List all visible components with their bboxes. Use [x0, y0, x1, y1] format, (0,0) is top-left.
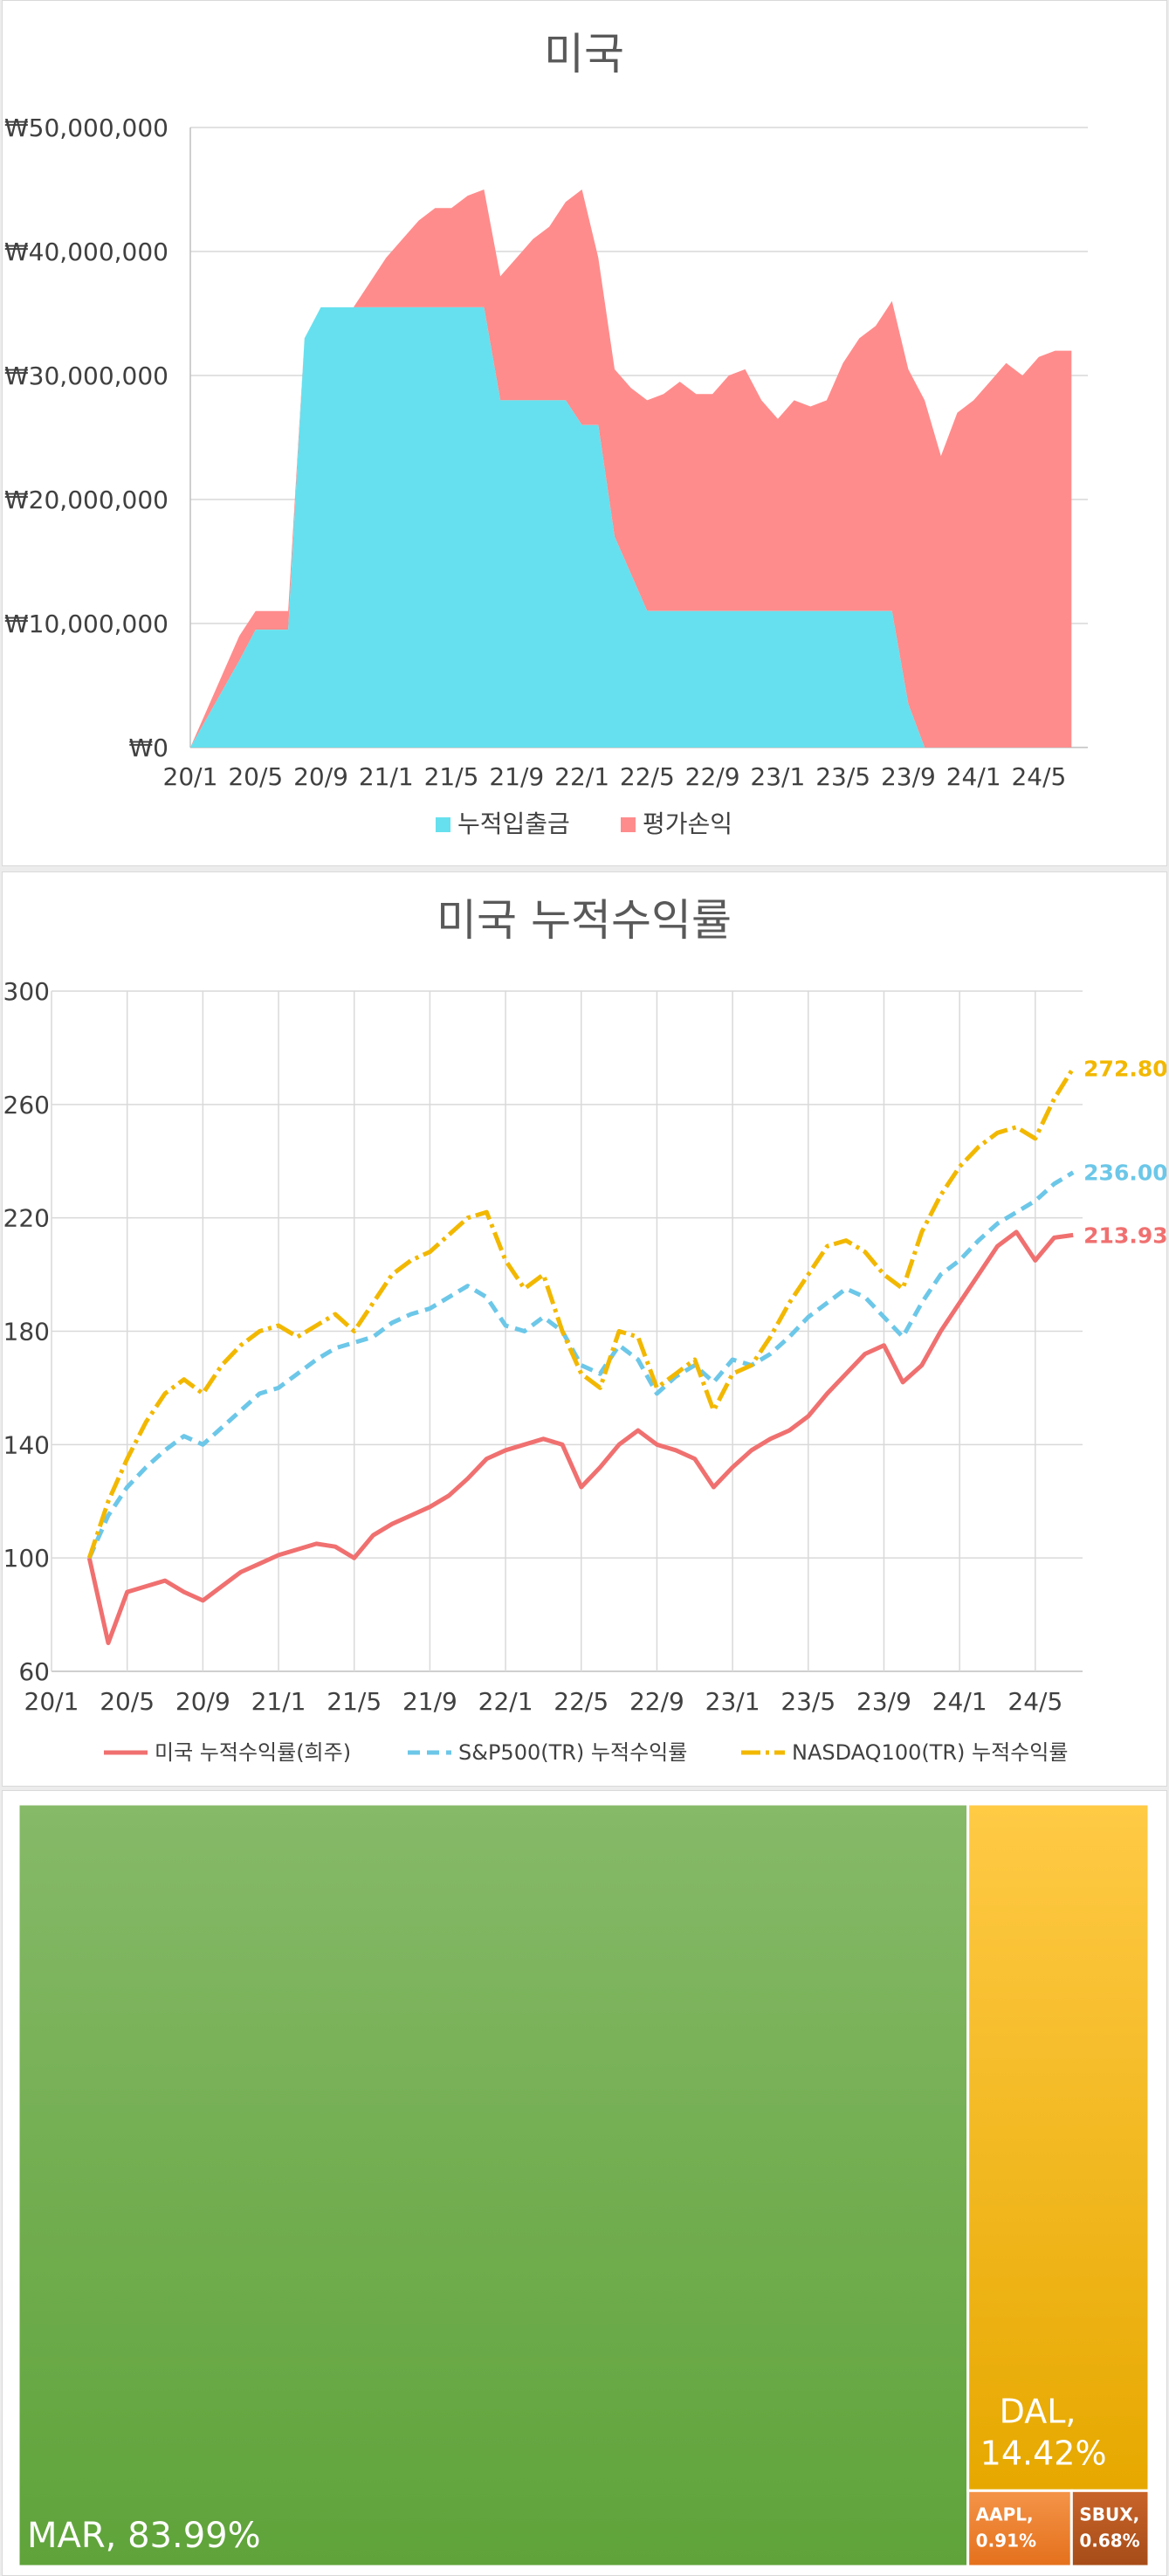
series-line-mikuk	[86, 1229, 1074, 1645]
x-tick-label: 20/9	[175, 1687, 230, 1716]
x-tick-label: 24/1	[932, 1687, 987, 1716]
series-line-sp500	[87, 1170, 1075, 1560]
legend-label: 평가손익	[643, 809, 732, 838]
y-tick-label: ₩30,000,000	[4, 362, 168, 390]
y-tick-label: ₩0	[129, 734, 169, 762]
y-tick-label: 220	[3, 1204, 50, 1233]
us-balance-chart: 미국 ₩0 ₩10,000,000 ₩20,000,000 ₩30,000,000 ₩40…	[4, 29, 1088, 838]
series-end-label: 272.80	[1083, 1056, 1166, 1081]
x-tick-label: 21/9	[402, 1687, 457, 1716]
us-balance-chart-panel: 미국 ₩0 ₩10,000,000 ₩20,000,000 ₩30,000,000 ₩40…	[2, 0, 1167, 866]
x-tick-label: 20/1	[163, 762, 218, 791]
y-tick-label: 180	[3, 1318, 50, 1347]
treemap-cell-aapl	[966, 2489, 1073, 2568]
treemap-label-dal-name: DAL,	[1000, 2392, 1076, 2430]
y-tick-label: 100	[3, 1544, 50, 1573]
holdings-treemap: MAR, 83.99% DAL, 14.42% AAPL, 0.91% SBUX, 0.68…	[17, 1802, 1151, 2568]
us-return-chart: 미국 누적수익률 60 100 140 180 220 260 300 20/1 20/5 20/9…	[3, 895, 1166, 1765]
x-tick-label: 20/5	[228, 762, 283, 791]
series-area-pyeonggasonik	[190, 189, 1072, 747]
x-tick-label: 20/9	[293, 762, 348, 791]
us-return-chart-panel: 미국 누적수익률 60 100 140 180 220 260 300 20/1 20/5 20/9…	[2, 871, 1167, 1787]
treemap-label-sbux-name: SBUX,	[1079, 2504, 1139, 2524]
x-tick-label: 22/5	[554, 1687, 609, 1716]
treemap-label-aapl-name: AAPL,	[976, 2504, 1034, 2524]
y-tick-label: 140	[3, 1430, 50, 1459]
treemap-cell-mar	[17, 1802, 970, 2568]
x-tick-label: 20/1	[24, 1687, 79, 1716]
x-tick-label: 21/1	[359, 762, 414, 791]
y-tick-label: ₩50,000,000	[4, 114, 168, 142]
treemap-cell-dal	[966, 1802, 1151, 2492]
x-tick-label: 23/9	[856, 1687, 911, 1716]
legend-swatch	[436, 817, 450, 832]
series-end-label: 213.93	[1083, 1223, 1166, 1248]
legend-label: 누적입출금	[457, 809, 570, 838]
treemap-label-dal-value: 14.42%	[980, 2434, 1107, 2472]
y-tick-label: 60	[18, 1657, 50, 1686]
series-area-nujeok-ipchulgeum	[190, 307, 1072, 747]
x-tick-label: 22/9	[685, 762, 740, 791]
y-tick-label: ₩40,000,000	[4, 238, 168, 266]
holdings-treemap-panel: MAR, 83.99% DAL, 14.42% AAPL, 0.91% SBUX, 0.68…	[2, 1790, 1167, 2576]
x-tick-label: 23/5	[815, 762, 870, 791]
y-tick-label: 260	[3, 1091, 50, 1119]
x-tick-label: 21/5	[424, 762, 479, 791]
chart-title: 미국 누적수익률	[437, 895, 732, 946]
x-tick-label: 22/1	[554, 762, 609, 791]
y-tick-label: ₩20,000,000	[4, 486, 168, 514]
x-tick-label: 21/9	[489, 762, 544, 791]
legend-label: S&P500(TR) 누적수익률	[458, 1740, 687, 1765]
chart-title: 미국	[544, 29, 624, 79]
treemap-label-sbux-value: 0.68%	[1079, 2530, 1139, 2551]
x-tick-label: 20/5	[100, 1687, 155, 1716]
legend-label: NASDAQ100(TR) 누적수익률	[792, 1740, 1068, 1765]
x-tick-label: 23/1	[750, 762, 805, 791]
x-tick-label: 23/5	[780, 1687, 835, 1716]
series-line-nasdaq100	[86, 1066, 1076, 1559]
x-tick-label: 21/5	[327, 1687, 382, 1716]
x-tick-label: 22/9	[629, 1687, 684, 1716]
x-tick-label: 24/5	[1007, 1687, 1062, 1716]
legend-label: 미국 누적수익률(희주)	[155, 1740, 351, 1765]
y-tick-label: 300	[3, 977, 50, 1006]
x-tick-label: 24/5	[1011, 762, 1066, 791]
x-tick-label: 23/9	[881, 762, 936, 791]
y-tick-label: ₩10,000,000	[4, 610, 168, 638]
treemap-cell-sbux	[1069, 2489, 1151, 2568]
series-end-label: 236.00	[1083, 1161, 1166, 1186]
treemap-label-mar: MAR, 83.99%	[27, 2516, 261, 2556]
x-tick-label: 22/1	[478, 1687, 533, 1716]
x-tick-label: 21/1	[251, 1687, 306, 1716]
x-tick-label: 23/1	[705, 1687, 760, 1716]
treemap-label-aapl-value: 0.91%	[976, 2530, 1036, 2551]
legend-swatch	[621, 817, 636, 832]
x-tick-label: 22/5	[620, 762, 675, 791]
x-tick-label: 24/1	[946, 762, 1001, 791]
